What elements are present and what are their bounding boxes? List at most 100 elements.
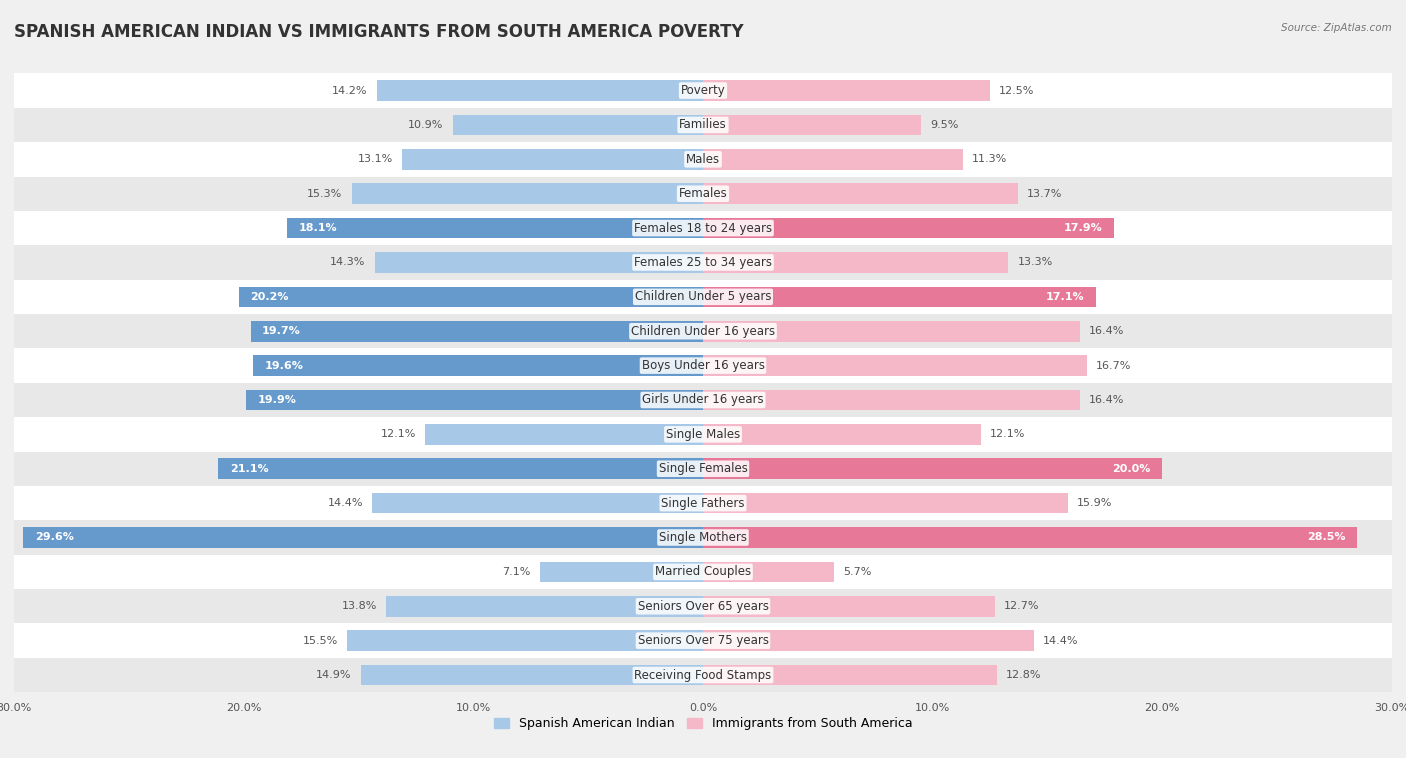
Bar	[14, 417, 1392, 452]
Text: 11.3%: 11.3%	[972, 155, 1007, 164]
Text: Girls Under 16 years: Girls Under 16 years	[643, 393, 763, 406]
Bar	[703, 631, 1033, 651]
Text: 17.1%: 17.1%	[1046, 292, 1084, 302]
Bar	[425, 424, 703, 445]
Bar	[352, 183, 703, 204]
Bar	[253, 356, 703, 376]
Text: 14.3%: 14.3%	[330, 258, 366, 268]
Text: 28.5%: 28.5%	[1308, 533, 1346, 543]
Text: Seniors Over 75 years: Seniors Over 75 years	[637, 634, 769, 647]
Text: 13.7%: 13.7%	[1026, 189, 1062, 199]
Bar	[703, 424, 981, 445]
Text: 5.7%: 5.7%	[844, 567, 872, 577]
Bar	[347, 631, 703, 651]
Bar	[377, 80, 703, 101]
Bar	[703, 527, 1358, 548]
Text: 12.8%: 12.8%	[1007, 670, 1042, 680]
Bar	[14, 383, 1392, 417]
Bar	[14, 177, 1392, 211]
Text: 7.1%: 7.1%	[502, 567, 531, 577]
Bar	[703, 493, 1069, 513]
Text: 20.2%: 20.2%	[250, 292, 290, 302]
Bar	[373, 493, 703, 513]
Text: 14.4%: 14.4%	[328, 498, 363, 508]
Text: 12.5%: 12.5%	[1000, 86, 1035, 96]
Bar	[703, 218, 1114, 239]
Bar	[250, 321, 703, 342]
Legend: Spanish American Indian, Immigrants from South America: Spanish American Indian, Immigrants from…	[489, 713, 917, 735]
Bar	[14, 246, 1392, 280]
Text: Receiving Food Stamps: Receiving Food Stamps	[634, 669, 772, 681]
Text: 29.6%: 29.6%	[35, 533, 73, 543]
Bar	[703, 183, 1018, 204]
Text: Boys Under 16 years: Boys Under 16 years	[641, 359, 765, 372]
Text: 12.7%: 12.7%	[1004, 601, 1039, 611]
Bar	[361, 665, 703, 685]
Bar	[703, 665, 997, 685]
Bar	[703, 321, 1080, 342]
Bar	[14, 452, 1392, 486]
Bar	[14, 314, 1392, 349]
Bar	[246, 390, 703, 410]
Text: 15.3%: 15.3%	[307, 189, 343, 199]
Bar	[374, 252, 703, 273]
Text: 12.1%: 12.1%	[990, 429, 1025, 440]
Text: 9.5%: 9.5%	[931, 120, 959, 130]
Text: Seniors Over 65 years: Seniors Over 65 years	[637, 600, 769, 612]
Bar	[703, 356, 1087, 376]
Bar	[703, 114, 921, 135]
Bar	[14, 658, 1392, 692]
Text: 13.1%: 13.1%	[357, 155, 392, 164]
Text: Families: Families	[679, 118, 727, 131]
Text: 14.9%: 14.9%	[316, 670, 352, 680]
Bar	[703, 80, 990, 101]
Text: Single Mothers: Single Mothers	[659, 531, 747, 544]
Text: 20.0%: 20.0%	[1112, 464, 1152, 474]
Bar	[14, 211, 1392, 246]
Bar	[14, 143, 1392, 177]
Text: 16.4%: 16.4%	[1088, 326, 1125, 337]
Text: Children Under 16 years: Children Under 16 years	[631, 324, 775, 338]
Text: 16.7%: 16.7%	[1095, 361, 1130, 371]
Bar	[14, 555, 1392, 589]
Bar	[14, 280, 1392, 314]
Text: 15.5%: 15.5%	[302, 636, 337, 646]
Bar	[14, 520, 1392, 555]
Bar	[402, 149, 703, 170]
Text: 18.1%: 18.1%	[299, 223, 337, 233]
Bar	[703, 562, 834, 582]
Bar	[703, 596, 994, 616]
Bar	[287, 218, 703, 239]
Bar	[540, 562, 703, 582]
Bar	[703, 252, 1008, 273]
Text: Married Couples: Married Couples	[655, 565, 751, 578]
Text: 14.2%: 14.2%	[332, 86, 368, 96]
Text: SPANISH AMERICAN INDIAN VS IMMIGRANTS FROM SOUTH AMERICA POVERTY: SPANISH AMERICAN INDIAN VS IMMIGRANTS FR…	[14, 23, 744, 41]
Bar	[14, 623, 1392, 658]
Bar	[24, 527, 703, 548]
Text: Females 25 to 34 years: Females 25 to 34 years	[634, 256, 772, 269]
Bar	[703, 287, 1095, 307]
Text: Females: Females	[679, 187, 727, 200]
Bar	[14, 486, 1392, 520]
Bar	[387, 596, 703, 616]
Text: Single Fathers: Single Fathers	[661, 496, 745, 509]
Text: Single Females: Single Females	[658, 462, 748, 475]
Text: 16.4%: 16.4%	[1088, 395, 1125, 405]
Text: 19.7%: 19.7%	[262, 326, 301, 337]
Text: 12.1%: 12.1%	[381, 429, 416, 440]
Text: 17.9%: 17.9%	[1064, 223, 1102, 233]
Bar	[14, 349, 1392, 383]
Text: 19.9%: 19.9%	[257, 395, 297, 405]
Text: 21.1%: 21.1%	[231, 464, 269, 474]
Bar	[239, 287, 703, 307]
Bar	[218, 459, 703, 479]
Text: Single Males: Single Males	[666, 428, 740, 441]
Text: 13.8%: 13.8%	[342, 601, 377, 611]
Text: 15.9%: 15.9%	[1077, 498, 1112, 508]
Bar	[14, 74, 1392, 108]
Bar	[703, 149, 963, 170]
Text: 10.9%: 10.9%	[408, 120, 443, 130]
Text: Source: ZipAtlas.com: Source: ZipAtlas.com	[1281, 23, 1392, 33]
Bar	[14, 589, 1392, 623]
